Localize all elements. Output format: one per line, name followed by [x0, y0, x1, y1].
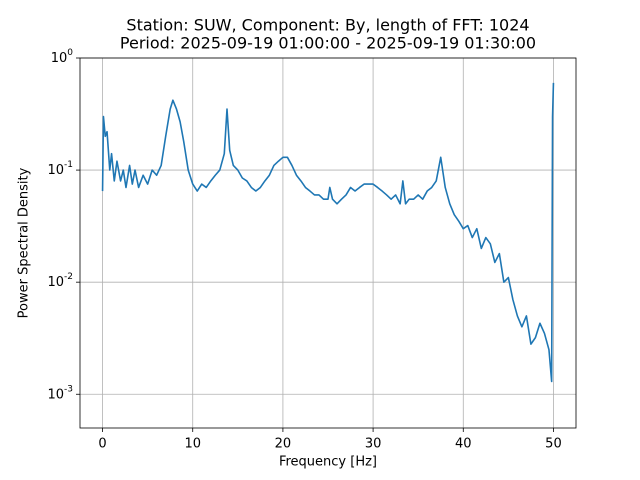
- chart-title: Period: 2025-09-19 01:00:00 - 2025-09-19…: [120, 34, 536, 53]
- x-axis-label: Frequency [Hz]: [279, 455, 377, 470]
- x-tick-label: 50: [545, 437, 562, 452]
- data-line: [101, 82, 555, 383]
- x-tick-label: 20: [275, 437, 292, 452]
- x-tick-label: 0: [98, 437, 106, 452]
- y-tick-label: 100: [51, 48, 74, 66]
- x-tick-label: 40: [455, 437, 472, 452]
- x-tick-label: 30: [365, 437, 382, 452]
- y-tick-label: 10-2: [47, 272, 73, 290]
- y-tick-label: 10-1: [47, 160, 73, 178]
- y-axis-label: Power Spectral Density: [17, 167, 32, 318]
- y-tick-label: 10-3: [47, 384, 73, 402]
- x-tick-label: 10: [184, 437, 201, 452]
- plot-frame: [79, 57, 577, 429]
- chart-title: Station: SUW, Component: By, length of F…: [126, 16, 529, 35]
